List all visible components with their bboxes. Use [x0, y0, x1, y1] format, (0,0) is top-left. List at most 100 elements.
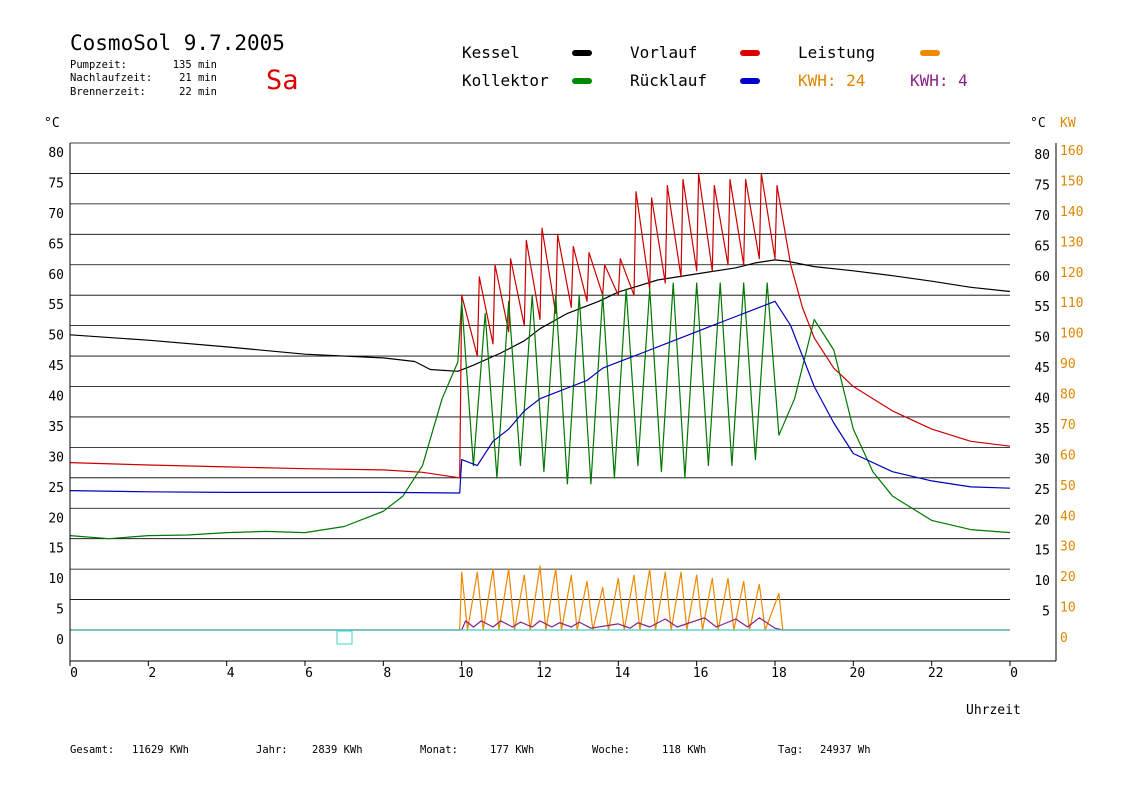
- stat-label-pumpzeit: Pumpzeit:: [70, 59, 127, 71]
- right-tick-label: 30: [1034, 452, 1050, 467]
- kw-tick-label: 130: [1060, 235, 1083, 250]
- kw-tick-label: 40: [1060, 509, 1076, 524]
- left-tick-label: 45: [48, 359, 64, 374]
- kw-tick-label: 140: [1060, 205, 1083, 220]
- left-tick-label: 65: [48, 237, 64, 252]
- left-tick-label: 75: [48, 176, 64, 191]
- x-tick-label: 20: [850, 666, 866, 681]
- gridlines: [70, 142, 1010, 600]
- kw-tick-label: 110: [1060, 296, 1083, 311]
- marker-square: [336, 630, 353, 645]
- kwh-label-24: KWH: 24: [798, 71, 865, 90]
- series-lines: [69, 172, 1011, 631]
- left-tick-label: 10: [48, 572, 64, 587]
- kw-tick-label: 50: [1060, 479, 1076, 494]
- left-tick-label: 50: [48, 329, 64, 344]
- kw-tick-label: 60: [1060, 448, 1076, 463]
- left-tick-label: 80: [48, 146, 64, 161]
- left-axis-ticks: 0 5 10 15 20 25 30 35 40 45 50 55 60 65 70 75 80: [48, 146, 64, 648]
- left-tick-label: 20: [48, 511, 64, 526]
- legend-swatch-kollektor: [572, 78, 592, 84]
- right-tick-label: 80: [1034, 148, 1050, 163]
- stat-value-brennerzeit: 22 min: [179, 86, 217, 98]
- kw-tick-label: 120: [1060, 266, 1083, 281]
- x-axis-ticks: 0 2 4 6 8 10 12 14 16 18 20 22 0: [69, 661, 1018, 681]
- series-line-kessel: [69, 259, 1011, 372]
- day-label: Sa: [266, 65, 299, 96]
- footer-value-jahr: 2839 KWh: [312, 744, 363, 756]
- series-line-r-cklauf: [69, 300, 1011, 494]
- kw-tick-label: 10: [1060, 601, 1076, 616]
- right-tick-label: 10: [1034, 574, 1050, 589]
- footer-label-jahr: Jahr:: [256, 744, 288, 756]
- series-line-vorlauf: [69, 172, 1011, 479]
- footer-label-gesamt: Gesamt:: [70, 744, 114, 756]
- footer-label-woche: Woche:: [592, 744, 630, 756]
- x-tick-label: 10: [458, 666, 474, 681]
- right-tick-label: 65: [1034, 239, 1050, 254]
- right-tick-label: 60: [1034, 270, 1050, 285]
- x-tick-label: 22: [928, 666, 944, 681]
- kw-tick-label: 0: [1060, 631, 1068, 646]
- footer-value-woche: 118 KWh: [662, 744, 706, 756]
- right-axis-ticks: 5 10 15 20 25 30 35 40 45 50 55 60 65 70 75 80: [1034, 148, 1050, 620]
- x-tick-label: 14: [615, 666, 631, 681]
- kw-tick-label: 70: [1060, 418, 1076, 433]
- legend-label-kollektor: Kollektor: [462, 71, 549, 90]
- x-tick-label: 0: [70, 666, 78, 681]
- left-axis-unit: °C: [44, 116, 60, 131]
- chart-title: CosmoSol 9.7.2005: [70, 31, 285, 55]
- x-tick-label: 6: [305, 666, 313, 681]
- footer-label-monat: Monat:: [420, 744, 458, 756]
- series-line-leistung: [70, 565, 1010, 631]
- footer-label-tag: Tag:: [778, 744, 803, 756]
- kw-axis-ticks: 0 10 20 30 40 50 60 70 80 90 100 110 120 130 140 150 160: [1060, 144, 1083, 646]
- x-tick-label: 4: [227, 666, 235, 681]
- x-tick-label: 12: [536, 666, 552, 681]
- x-tick-label: 18: [771, 666, 787, 681]
- right-tick-label: 40: [1034, 392, 1050, 407]
- kw-tick-label: 20: [1060, 570, 1076, 585]
- legend-swatch-ruecklauf: [740, 78, 760, 84]
- right-tick-label: 55: [1034, 300, 1050, 315]
- right-tick-label: 50: [1034, 331, 1050, 346]
- legend-label-leistung: Leistung: [798, 43, 875, 62]
- x-tick-label: 2: [148, 666, 156, 681]
- right-tick-label: 45: [1034, 361, 1050, 376]
- x-tick-label: 0: [1010, 666, 1018, 681]
- right-axis-unit: °C: [1030, 116, 1046, 131]
- right-tick-label: 5: [1042, 605, 1050, 620]
- left-tick-label: 5: [56, 603, 64, 618]
- left-tick-label: 25: [48, 481, 64, 496]
- left-tick-label: 15: [48, 542, 64, 557]
- left-tick-label: 30: [48, 450, 64, 465]
- x-axis-label: Uhrzeit: [966, 703, 1021, 718]
- right-tick-label: 25: [1034, 483, 1050, 498]
- stat-value-pumpzeit: 135 min: [173, 59, 217, 71]
- left-tick-label: 0: [56, 633, 64, 648]
- kw-axis-unit: KW: [1060, 116, 1076, 131]
- x-tick-label: 8: [383, 666, 391, 681]
- kwh-label-4: KWH: 4: [910, 71, 968, 90]
- legend-swatch-leistung: [920, 50, 940, 56]
- x-tick-label: 16: [693, 666, 709, 681]
- legend-label-kessel: Kessel: [462, 43, 520, 62]
- left-tick-label: 70: [48, 207, 64, 222]
- right-tick-label: 15: [1034, 544, 1050, 559]
- kw-tick-label: 80: [1060, 388, 1076, 403]
- legend-label-ruecklauf: Rücklauf: [630, 71, 707, 90]
- kw-tick-label: 30: [1060, 540, 1076, 555]
- footer-value-monat: 177 KWh: [490, 744, 534, 756]
- kw-tick-label: 160: [1060, 144, 1083, 159]
- footer-value-gesamt: 11629 KWh: [132, 744, 189, 756]
- legend-swatch-kessel: [572, 50, 592, 56]
- series-line-kwh4: [70, 617, 1010, 631]
- left-tick-label: 35: [48, 420, 64, 435]
- right-tick-label: 70: [1034, 209, 1050, 224]
- legend-swatch-vorlauf: [740, 50, 760, 56]
- stat-value-nachlaufzeit: 21 min: [179, 72, 217, 84]
- kw-tick-label: 90: [1060, 357, 1076, 372]
- right-tick-label: 35: [1034, 422, 1050, 437]
- kw-tick-label: 150: [1060, 174, 1083, 189]
